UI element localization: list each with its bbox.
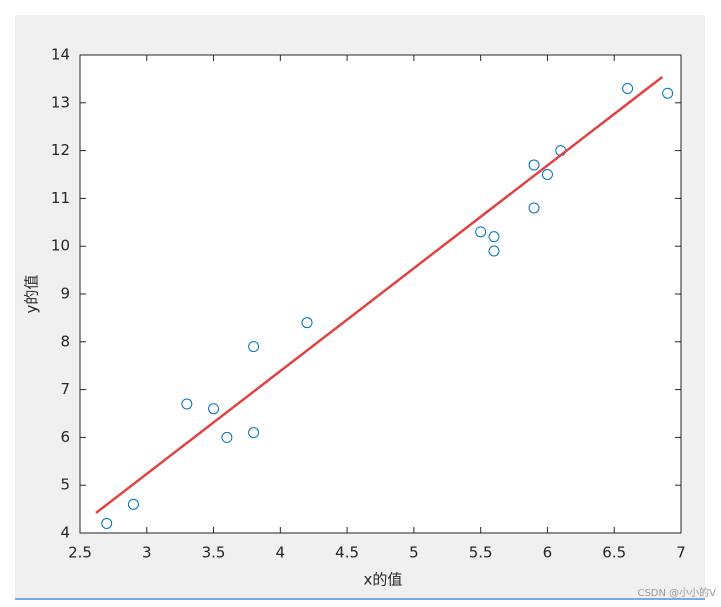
scatter-point — [221, 431, 233, 443]
x-tick-label: 3 — [142, 544, 152, 562]
y-tick-label: 4 — [60, 524, 70, 542]
x-tick-label: 4.5 — [335, 544, 359, 562]
scatter-point — [528, 159, 540, 171]
x-tick-label: 4 — [276, 544, 286, 562]
scatter-point — [541, 169, 553, 180]
scatter-point — [488, 245, 500, 257]
y-tick-label: 7 — [60, 380, 70, 398]
x-tick-label: 7 — [676, 544, 686, 562]
scatter-point — [622, 82, 634, 94]
scatter-point — [208, 403, 220, 415]
y-tick-label: 9 — [60, 285, 70, 303]
y-tick-label: 5 — [60, 476, 70, 494]
y-tick-label: 13 — [51, 93, 70, 111]
x-axis-label: x的值 — [364, 571, 403, 589]
x-tick-label: 5 — [409, 544, 419, 562]
scatter-point — [101, 517, 113, 529]
x-tick-label: 5.5 — [469, 544, 493, 562]
fit-line — [95, 75, 664, 514]
y-axis-label: y的值 — [23, 275, 41, 314]
scatter-point — [248, 427, 260, 439]
x-tick-label: 2.5 — [68, 544, 92, 562]
x-tick-label: 6.5 — [602, 544, 626, 562]
y-tick-label: 14 — [51, 46, 70, 64]
scatter-point — [248, 341, 260, 353]
y-tick-label: 12 — [51, 141, 70, 159]
scatter-point — [528, 202, 540, 214]
x-tick-label: 6 — [543, 544, 553, 562]
x-tick-label: 3.5 — [202, 544, 226, 562]
scatter-point — [662, 87, 674, 99]
scatter-point — [488, 231, 500, 243]
scatter-point — [181, 398, 193, 410]
y-tick-label: 11 — [51, 189, 70, 207]
y-tick-label: 10 — [51, 237, 70, 255]
scatter-point — [127, 498, 139, 510]
scatter-point — [475, 226, 487, 238]
scatter-point — [301, 317, 313, 329]
watermark: CSDN @小小的V — [637, 586, 716, 599]
y-tick-label: 6 — [60, 428, 70, 446]
y-tick-label: 8 — [60, 332, 70, 350]
